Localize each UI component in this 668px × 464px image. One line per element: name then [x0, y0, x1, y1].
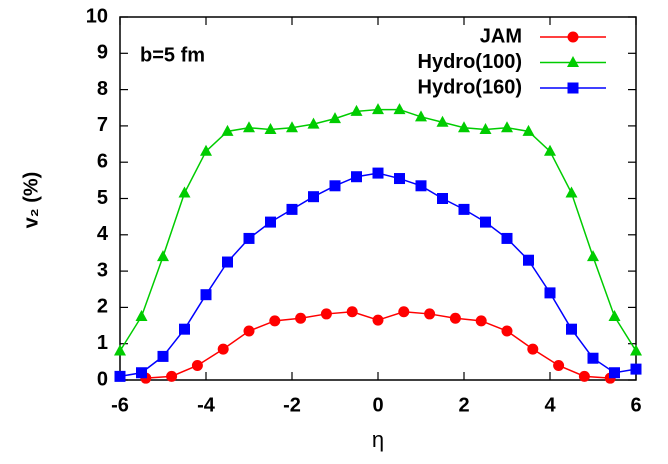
data-point	[200, 144, 212, 156]
data-point	[269, 315, 281, 327]
data-point	[372, 167, 384, 179]
data-point	[346, 306, 358, 318]
data-point	[264, 123, 277, 135]
data-point	[329, 180, 341, 192]
y-tick-label: 0	[97, 368, 108, 390]
data-point	[329, 112, 341, 124]
data-point	[415, 110, 427, 122]
data-point	[630, 344, 642, 356]
data-point	[501, 325, 513, 337]
x-tick-label: 0	[372, 394, 383, 416]
legend-label: Hydro(100)	[418, 51, 522, 73]
data-point	[320, 308, 332, 320]
legend-label: Hydro(160)	[418, 76, 522, 98]
data-point	[587, 250, 599, 262]
data-point	[458, 203, 470, 215]
data-point	[114, 344, 126, 356]
x-tick-label: -2	[283, 394, 301, 416]
data-point	[114, 370, 126, 382]
data-point	[553, 359, 565, 371]
legend-marker	[567, 82, 579, 94]
data-point	[372, 314, 384, 326]
y-tick-label: 6	[97, 150, 108, 172]
data-point	[166, 370, 178, 382]
data-point	[501, 232, 513, 244]
data-point	[286, 203, 298, 215]
legend-marker	[567, 31, 579, 43]
data-point	[157, 250, 169, 262]
data-point	[295, 312, 307, 324]
data-point	[351, 171, 362, 183]
y-tick-label: 9	[97, 42, 108, 64]
data-point	[221, 124, 234, 136]
data-point	[372, 103, 384, 115]
x-tick-label: 4	[544, 394, 556, 416]
x-tick-label: 6	[630, 394, 641, 416]
data-point	[350, 104, 363, 116]
data-point	[527, 343, 539, 355]
y-axis-label: v₂ (%)	[20, 172, 42, 229]
data-point	[157, 350, 169, 362]
x-tick-label: -4	[197, 394, 216, 416]
data-point	[424, 308, 436, 320]
data-point	[480, 216, 491, 228]
data-point	[243, 325, 255, 337]
data-point	[587, 352, 599, 364]
data-point	[475, 315, 487, 327]
data-point	[449, 312, 461, 324]
data-point	[222, 256, 233, 268]
data-point	[523, 254, 534, 266]
data-point	[265, 216, 276, 228]
y-tick-label: 8	[97, 78, 108, 100]
data-point	[566, 323, 577, 335]
legend-label: JAM	[480, 25, 522, 47]
y-tick-label: 10	[86, 5, 108, 27]
data-point	[191, 359, 203, 371]
data-point	[501, 121, 513, 133]
series-line	[119, 172, 637, 378]
annotation: b=5 fm	[140, 44, 205, 66]
data-point	[437, 193, 448, 204]
data-point	[135, 309, 148, 321]
data-point	[630, 363, 642, 375]
data-point	[393, 103, 406, 115]
data-point	[436, 115, 449, 127]
y-tick-label: 1	[97, 332, 108, 354]
x-axis-label: η	[372, 427, 384, 452]
y-tick-label: 4	[97, 223, 109, 245]
data-point	[398, 306, 410, 318]
data-point	[479, 123, 492, 135]
data-point	[217, 343, 229, 355]
data-point	[578, 370, 590, 382]
data-point	[544, 144, 556, 156]
y-tick-label: 2	[97, 296, 108, 318]
data-point	[243, 121, 255, 133]
data-point	[308, 191, 319, 203]
data-point	[415, 180, 427, 192]
data-point	[544, 287, 556, 299]
data-point	[394, 173, 405, 185]
y-tick-label: 7	[97, 114, 108, 136]
data-point	[307, 117, 320, 129]
data-point	[522, 124, 535, 136]
data-point	[608, 309, 621, 321]
y-tick-label: 3	[97, 259, 108, 281]
data-point	[200, 289, 212, 301]
x-tick-label: 2	[458, 394, 469, 416]
data-point	[136, 367, 147, 379]
data-point	[178, 186, 191, 198]
data-point	[286, 121, 298, 133]
x-tick-label: -6	[111, 394, 129, 416]
data-point	[565, 186, 578, 198]
data-point	[179, 323, 190, 335]
legend-marker	[567, 56, 579, 67]
data-point	[243, 232, 255, 244]
data-point	[458, 121, 470, 133]
data-point	[609, 367, 620, 379]
y-tick-label: 5	[97, 187, 108, 209]
